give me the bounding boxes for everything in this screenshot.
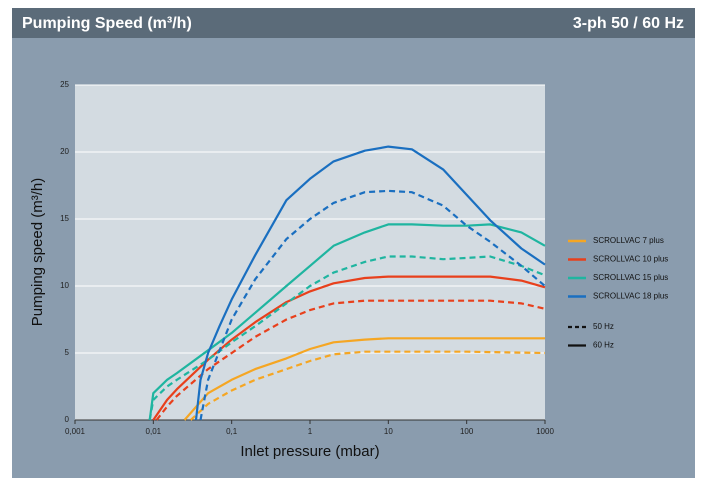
plot-area <box>75 85 545 420</box>
legend-label: SCROLLVAC 10 plus <box>593 255 668 264</box>
y-tick-label: 15 <box>60 214 69 223</box>
x-axis-label: Inlet pressure (mbar) <box>240 443 379 460</box>
legend-label: SCROLLVAC 15 plus <box>593 273 668 282</box>
series-line <box>194 145 546 421</box>
header-bar <box>12 8 695 38</box>
series-line <box>189 350 546 421</box>
chart-subtitle: 3-ph 50 / 60 Hz <box>573 15 684 32</box>
x-tick-label: 1000 <box>536 427 554 436</box>
series-line <box>199 189 546 421</box>
y-tick-label: 20 <box>60 147 69 156</box>
chart-title: Pumping Speed (m³/h) <box>22 15 192 32</box>
legend-style-label: 50 Hz <box>593 322 614 331</box>
series-line <box>152 275 546 421</box>
x-tick-label: 10 <box>384 427 393 436</box>
legend-label: SCROLLVAC 7 plus <box>593 236 664 245</box>
x-tick-label: 100 <box>460 427 474 436</box>
series-line <box>183 337 545 421</box>
y-tick-label: 25 <box>60 80 69 89</box>
y-tick-label: 0 <box>65 415 70 424</box>
series-line <box>155 299 546 421</box>
series-line <box>148 255 546 421</box>
y-tick-label: 5 <box>65 348 70 357</box>
x-tick-label: 0,01 <box>146 427 162 436</box>
legend-style-label: 60 Hz <box>593 341 614 350</box>
y-axis-label: Pumping speed (m³/h) <box>29 178 46 326</box>
y-tick-label: 10 <box>60 281 69 290</box>
x-tick-label: 0,001 <box>65 427 86 436</box>
legend-label: SCROLLVAC 18 plus <box>593 292 668 301</box>
series-line <box>148 223 546 421</box>
x-tick-label: 1 <box>308 427 313 436</box>
x-tick-label: 0,1 <box>226 427 238 436</box>
